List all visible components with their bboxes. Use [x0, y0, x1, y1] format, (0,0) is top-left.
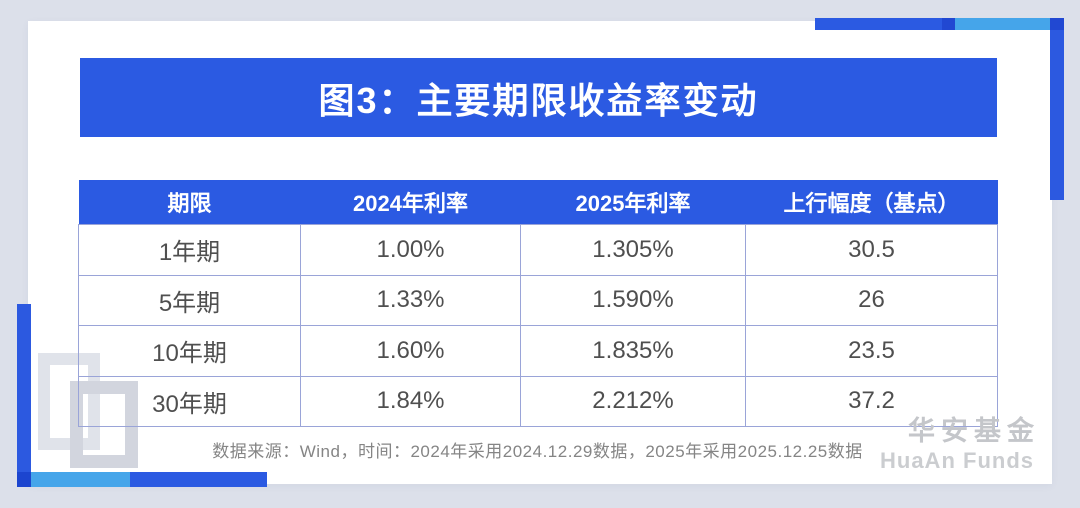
yield-change-table: 期限 2024年利率 2025年利率 上行幅度（基点） 1年期 1.00% 1.… — [78, 180, 998, 427]
table-row: 1年期 1.00% 1.305% 30.5 — [78, 224, 998, 276]
top-right-accent-corner — [1050, 18, 1064, 30]
top-right-accent-bar-royal — [815, 18, 942, 30]
col-header-2025-rate: 2025年利率 — [520, 180, 746, 225]
table-row: 5年期 1.33% 1.590% 26 — [78, 274, 998, 326]
brand-watermark-cn: 华安基金 — [908, 416, 1040, 446]
cell-2025-rate: 2.212% — [520, 375, 746, 427]
figure-title: 图3：主要期限收益率变动 — [318, 79, 759, 121]
cell-term: 5年期 — [78, 274, 301, 326]
top-right-accent-bar-sky — [955, 18, 1050, 30]
bottom-left-accent-bar-sky — [31, 472, 130, 487]
cell-upward-bp: 30.5 — [745, 224, 998, 276]
figure-title-banner: 图3：主要期限收益率变动 — [80, 58, 997, 137]
bottom-left-accent-corner — [17, 472, 31, 487]
brand-watermark: 华安基金 HuaAn Funds — [880, 418, 1034, 472]
table-row: 30年期 1.84% 2.212% 37.2 — [78, 375, 998, 427]
table-row: 10年期 1.60% 1.835% 23.5 — [78, 325, 998, 377]
data-source-note: 数据来源：Wind，时间：2024年采用2024.12.29数据，2025年采用… — [212, 442, 863, 461]
table-header-row: 期限 2024年利率 2025年利率 上行幅度（基点） — [78, 180, 998, 225]
cell-2024-rate: 1.60% — [300, 325, 521, 377]
top-right-accent-bar-dark — [942, 18, 955, 30]
cell-term: 30年期 — [78, 375, 301, 427]
col-header-upward-bp: 上行幅度（基点） — [745, 180, 998, 225]
cell-term: 1年期 — [78, 224, 301, 276]
col-header-2024-rate: 2024年利率 — [300, 180, 521, 225]
cell-2024-rate: 1.84% — [300, 375, 521, 427]
cell-2025-rate: 1.305% — [520, 224, 746, 276]
cell-2024-rate: 1.00% — [300, 224, 521, 276]
top-right-accent-vertical — [1050, 30, 1064, 200]
cell-term: 10年期 — [78, 325, 301, 377]
cell-2024-rate: 1.33% — [300, 274, 521, 326]
col-header-term: 期限 — [78, 180, 301, 225]
cell-2025-rate: 1.590% — [520, 274, 746, 326]
cell-2025-rate: 1.835% — [520, 325, 746, 377]
bottom-left-accent-vertical — [17, 304, 31, 472]
cell-upward-bp: 37.2 — [745, 375, 998, 427]
cell-upward-bp: 26 — [745, 274, 998, 326]
cell-upward-bp: 23.5 — [745, 325, 998, 377]
bottom-left-accent-bar-royal — [130, 472, 267, 487]
brand-watermark-en: HuaAn Funds — [880, 448, 1034, 473]
